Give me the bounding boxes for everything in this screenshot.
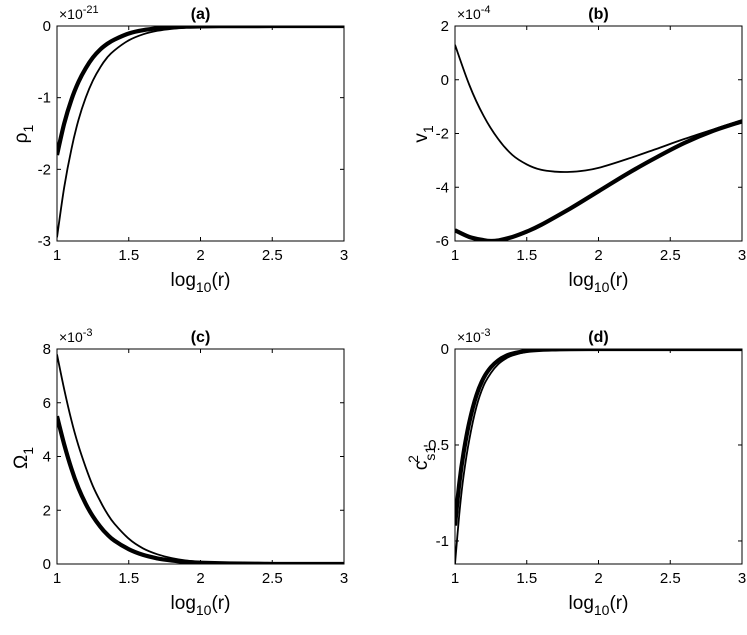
x-tick-label: 1.5 bbox=[516, 570, 537, 587]
chart-panel-b: 1 1.5 2 2.5 3 -6 -4 -2 0 2 (b) ×10-4 log10(r) v1 bbox=[411, 4, 746, 295]
series-line-thick bbox=[57, 415, 344, 564]
chart-title: (b) bbox=[588, 6, 608, 23]
y-tick-label: -2 bbox=[38, 161, 51, 178]
x-tick-label: 3 bbox=[738, 247, 746, 264]
x-tick-label: 2 bbox=[594, 570, 602, 587]
y-axis-label: v1 bbox=[411, 125, 436, 143]
series-line-thin bbox=[57, 354, 344, 564]
y-axis-label: Ω1 bbox=[11, 447, 36, 469]
x-axis-label: log10(r) bbox=[569, 593, 629, 618]
x-axis-label: log10(r) bbox=[171, 270, 231, 295]
x-tick-label: 3 bbox=[340, 570, 348, 587]
series-line-thin bbox=[455, 44, 742, 173]
y-multiplier: ×10-3 bbox=[457, 327, 491, 345]
x-axis-label: log10(r) bbox=[171, 593, 231, 618]
y-tick-label: 2 bbox=[43, 502, 51, 519]
x-tick-label: 2.5 bbox=[262, 570, 283, 587]
axes-box bbox=[56, 25, 345, 242]
x-tick-label: 2.5 bbox=[660, 247, 681, 264]
y-axis-label: cs12 bbox=[405, 446, 438, 471]
x-tick-label: 2 bbox=[196, 247, 204, 264]
y-tick-label: -3 bbox=[38, 233, 51, 250]
series-line-thin bbox=[57, 26, 344, 238]
axes-box bbox=[454, 348, 743, 565]
y-tick-label: 4 bbox=[43, 449, 51, 466]
series-line-thick bbox=[57, 26, 344, 156]
x-tick-label: 2.5 bbox=[262, 247, 283, 264]
axes-box bbox=[56, 348, 345, 565]
y-tick-label: 0 bbox=[43, 556, 51, 573]
x-tick-label: 3 bbox=[340, 247, 348, 264]
chart-panel-d: 1 1.5 2 2.5 3 -1 -0.5 0 (d) ×10-3 log10(r) cs12 bbox=[405, 327, 746, 618]
x-tick-label: 1 bbox=[451, 570, 459, 587]
y-tick-label: -6 bbox=[436, 233, 449, 250]
y-tick-label: 0 bbox=[441, 72, 449, 89]
y-tick-label: 8 bbox=[43, 341, 51, 358]
y-axis-label: ρ1 bbox=[11, 124, 36, 143]
y-tick-label: -0.5 bbox=[423, 437, 449, 454]
y-multiplier: ×10-21 bbox=[59, 4, 99, 22]
y-multiplier: ×10-4 bbox=[457, 4, 491, 22]
series-line-thin bbox=[455, 349, 742, 564]
y-tick-label: -1 bbox=[436, 533, 449, 550]
x-tick-label: 1.5 bbox=[118, 247, 139, 264]
x-tick-label: 1 bbox=[53, 247, 61, 264]
y-tick-label: 2 bbox=[441, 18, 449, 35]
x-tick-label: 3 bbox=[738, 570, 746, 587]
chart-panel-c: 1 1.5 2 2.5 3 0 2 4 6 8 (c) ×10-3 log10(r) Ω1 bbox=[11, 327, 348, 618]
x-tick-label: 2.5 bbox=[660, 570, 681, 587]
chart-panel-a: 1 1.5 2 2.5 3 -3 -2 -1 0 (a) ×10-21 log10(r) ρ1 bbox=[11, 4, 348, 295]
x-tick-label: 1 bbox=[451, 247, 459, 264]
chart-title: (d) bbox=[588, 329, 608, 346]
y-tick-label: -1 bbox=[38, 90, 51, 107]
x-tick-label: 1 bbox=[53, 570, 61, 587]
y-tick-label: 0 bbox=[441, 341, 449, 358]
x-tick-label: 2 bbox=[594, 247, 602, 264]
y-tick-label: 0 bbox=[43, 18, 51, 35]
x-tick-label: 1.5 bbox=[516, 247, 537, 264]
y-tick-label: 6 bbox=[43, 395, 51, 412]
y-tick-label: -2 bbox=[436, 126, 449, 143]
x-tick-label: 2 bbox=[196, 570, 204, 587]
x-axis-label: log10(r) bbox=[569, 270, 629, 295]
chart-title: (c) bbox=[191, 329, 211, 346]
x-tick-label: 1.5 bbox=[118, 570, 139, 587]
series-line-thick bbox=[455, 349, 742, 526]
chart-title: (a) bbox=[191, 6, 211, 23]
y-tick-label: -4 bbox=[436, 179, 449, 196]
y-multiplier: ×10-3 bbox=[59, 327, 93, 345]
